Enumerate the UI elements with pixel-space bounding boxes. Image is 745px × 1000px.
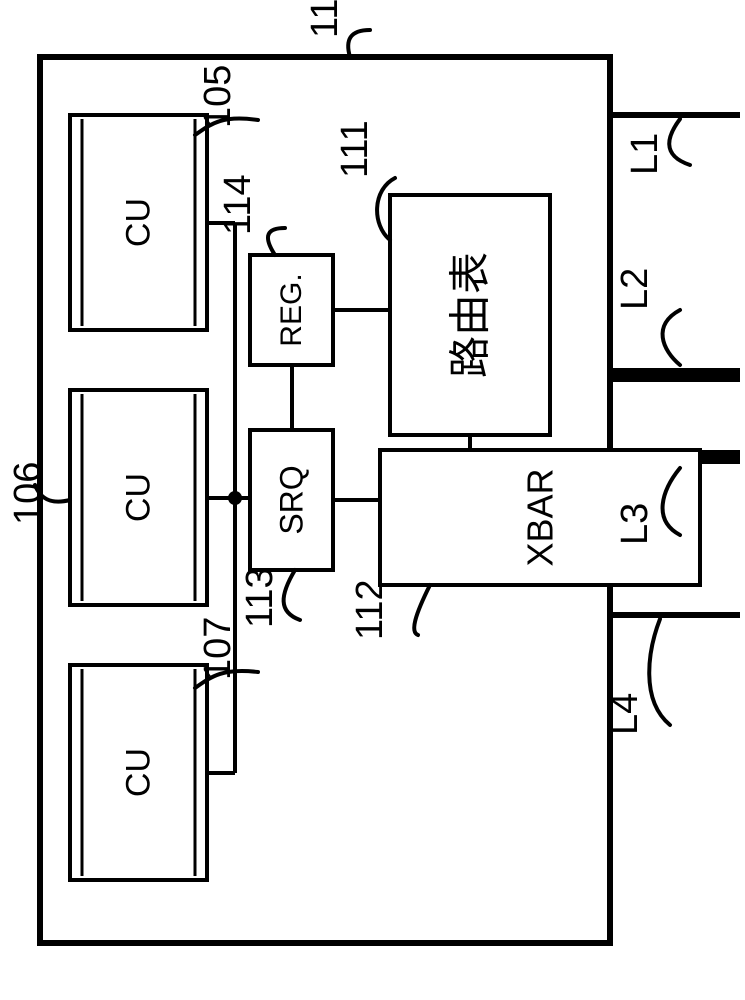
cu-block-2: CU (70, 390, 207, 605)
callout-label-L1: L1 (624, 133, 666, 175)
callout-L4: L4 (604, 619, 670, 735)
callout-label-114: 114 (217, 174, 259, 235)
callout-leader-L1 (669, 119, 690, 165)
callout-L2: L2 (614, 268, 680, 365)
callout-label-107: 107 (197, 617, 239, 680)
callout-label-113: 113 (239, 567, 281, 628)
reg-block-label: REG. (275, 273, 308, 346)
junction-dot (228, 491, 242, 505)
callout-leader-L2 (663, 310, 680, 365)
external-link-l2 (610, 368, 740, 382)
callout-110: 110 (304, 0, 370, 57)
cu-block-3-label: CU (120, 748, 158, 797)
callout-leader-L4 (649, 619, 670, 725)
cu-block-2-label: CU (120, 473, 158, 522)
routing-table-label: 路由表 (447, 252, 494, 378)
reg-block: REG. (250, 255, 333, 365)
callout-leader-110 (348, 30, 370, 57)
callout-label-112: 112 (349, 579, 391, 640)
cu-block-1-label: CU (120, 198, 158, 247)
callout-label-L4: L4 (604, 693, 646, 735)
routing-table-block: 路由表 (390, 195, 550, 435)
callout-label-105: 105 (197, 65, 239, 128)
callout-label-L2: L2 (614, 268, 656, 310)
callout-label-106: 106 (7, 462, 49, 525)
xbar-block-label: XBAR (520, 468, 561, 566)
callout-label-110: 110 (304, 0, 346, 38)
cu-block-1: CU (70, 115, 207, 330)
callout-label-L3: L3 (614, 503, 656, 545)
callout-L1: L1 (624, 119, 690, 175)
srq-block-label: SRQ (274, 465, 310, 534)
srq-block: SRQ (250, 430, 333, 570)
callout-label-111: 111 (334, 120, 376, 178)
cu-block-3: CU (70, 665, 207, 880)
